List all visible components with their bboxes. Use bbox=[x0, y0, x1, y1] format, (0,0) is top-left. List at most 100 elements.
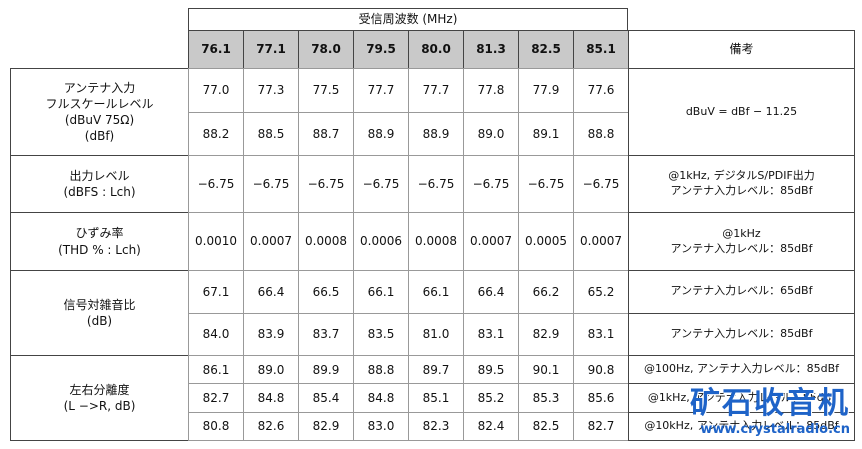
row-label-text: (dBuV 75Ω) bbox=[64, 113, 135, 127]
row-label-text: (THD % : Lch) bbox=[58, 242, 141, 257]
value: 84.8 bbox=[243, 383, 299, 413]
value-text: 66.2 bbox=[532, 284, 560, 299]
value: 89.5 bbox=[463, 355, 519, 385]
frequency-text: 76.1 bbox=[201, 42, 231, 57]
value-text: −6.75 bbox=[472, 176, 510, 191]
note-text: アンテナ入力レベル：85dBf bbox=[670, 184, 813, 197]
value-text: 82.3 bbox=[422, 419, 450, 434]
value: 83.1 bbox=[463, 312, 519, 356]
value-text: 83.5 bbox=[367, 327, 395, 342]
value-text: 83.1 bbox=[587, 327, 615, 342]
value: 84.8 bbox=[353, 383, 409, 413]
value-text: 84.0 bbox=[202, 327, 230, 342]
value-text: 65.2 bbox=[587, 284, 615, 299]
value: 77.7 bbox=[408, 68, 464, 113]
value: 0.0006 bbox=[353, 212, 409, 271]
notes-title-text: 備考 bbox=[729, 42, 754, 57]
value: 0.0008 bbox=[408, 212, 464, 271]
value-text: 80.8 bbox=[202, 419, 230, 434]
row-label-text: フルスケールレベル bbox=[45, 96, 154, 111]
row-label: 信号対雑音比 (dB) bbox=[10, 270, 189, 356]
value-text: 85.6 bbox=[587, 390, 615, 405]
frequency-text: 77.1 bbox=[256, 42, 286, 57]
frequency: 78.0 bbox=[298, 30, 354, 69]
value: 81.0 bbox=[408, 312, 464, 356]
value-text: 85.1 bbox=[422, 390, 450, 405]
value-text: 89.0 bbox=[257, 362, 285, 377]
frequency-text: 85.1 bbox=[586, 42, 616, 57]
value: 66.1 bbox=[408, 270, 464, 314]
note-text: @1kHz, アンテナ入力レベル：85dBf bbox=[647, 390, 836, 404]
value: 83.5 bbox=[353, 312, 409, 356]
notes-title: 備考 bbox=[628, 30, 855, 69]
value: 83.1 bbox=[573, 312, 629, 356]
value-text: 88.5 bbox=[257, 126, 285, 141]
watermark-url: www.crystalradio.cn bbox=[700, 422, 850, 437]
note: @1kHz, デジタルS/PDIF出力 アンテナ入力レベル：85dBf bbox=[628, 155, 855, 213]
watermark: 矿石收音机 www.crystalradio.cn bbox=[690, 378, 850, 437]
value: 77.6 bbox=[573, 68, 629, 113]
value-text: 89.9 bbox=[312, 362, 340, 377]
value: 83.0 bbox=[353, 411, 409, 441]
frequency-text: 79.5 bbox=[366, 42, 396, 57]
value: 82.9 bbox=[298, 411, 354, 441]
frequency: 82.5 bbox=[518, 30, 574, 69]
value-text: 90.8 bbox=[587, 362, 615, 377]
note-text: @1kHz bbox=[722, 226, 761, 240]
value-text: 85.2 bbox=[477, 390, 505, 405]
row-label-text: 信号対雑音比 bbox=[63, 297, 136, 312]
row-label: アンテナ入力 フルスケールレベル (dBuV 75Ω) (dBf) bbox=[10, 68, 189, 156]
value: 85.3 bbox=[518, 383, 574, 413]
value-text: 67.1 bbox=[202, 284, 230, 299]
value: 77.7 bbox=[353, 68, 409, 113]
value: 83.7 bbox=[298, 312, 354, 356]
value-text: 88.9 bbox=[367, 126, 395, 141]
value: 85.1 bbox=[408, 383, 464, 413]
value-text: 82.7 bbox=[587, 419, 615, 434]
value: 77.8 bbox=[463, 68, 519, 113]
value: 84.0 bbox=[188, 312, 244, 356]
note-text: dBuV = dBf − 11.25 bbox=[685, 104, 798, 118]
row-label-text: ひずみ率 bbox=[75, 226, 124, 241]
row-label-text: (dB) bbox=[86, 314, 113, 328]
value: 0.0007 bbox=[463, 212, 519, 271]
value: 85.4 bbox=[298, 383, 354, 413]
value: 66.4 bbox=[463, 270, 519, 314]
value: 0.0008 bbox=[298, 212, 354, 271]
note: アンテナ入力レベル：85dBf bbox=[628, 312, 855, 356]
value: 89.0 bbox=[463, 111, 519, 156]
value-text: −6.75 bbox=[362, 176, 400, 191]
value: 82.9 bbox=[518, 312, 574, 356]
value: 89.1 bbox=[518, 111, 574, 156]
value: 66.2 bbox=[518, 270, 574, 314]
value-text: 77.5 bbox=[312, 83, 340, 98]
value-text: −6.75 bbox=[197, 176, 235, 191]
frequency: 80.0 bbox=[408, 30, 464, 69]
row-label-text: アンテナ入力 bbox=[63, 80, 136, 95]
value: 82.7 bbox=[573, 411, 629, 441]
value: −6.75 bbox=[518, 155, 574, 213]
value-text: 77.9 bbox=[532, 83, 560, 98]
frequency: 79.5 bbox=[353, 30, 409, 69]
value-text: 66.4 bbox=[477, 284, 505, 299]
value-text: 83.0 bbox=[367, 419, 395, 434]
value-text: 77.7 bbox=[367, 83, 395, 98]
note: アンテナ入力レベル：65dBf bbox=[628, 270, 855, 314]
value: 86.1 bbox=[188, 355, 244, 385]
value-text: 84.8 bbox=[257, 390, 285, 405]
value-text: 0.0007 bbox=[250, 234, 292, 249]
note-text: アンテナ入力レベル：85dBf bbox=[670, 241, 813, 255]
value-text: 86.1 bbox=[202, 362, 230, 377]
value-text: 83.9 bbox=[257, 327, 285, 342]
value: 89.7 bbox=[408, 355, 464, 385]
value-text: −6.75 bbox=[307, 176, 345, 191]
value: 77.0 bbox=[188, 68, 244, 113]
value-text: 84.8 bbox=[367, 390, 395, 405]
value: −6.75 bbox=[573, 155, 629, 213]
note-text: @100Hz, アンテナ入力レベル：85dBf bbox=[644, 362, 839, 376]
value-text: 89.0 bbox=[477, 126, 505, 141]
value: 66.1 bbox=[353, 270, 409, 314]
frequency: 77.1 bbox=[243, 30, 299, 69]
value-text: 88.9 bbox=[422, 126, 450, 141]
